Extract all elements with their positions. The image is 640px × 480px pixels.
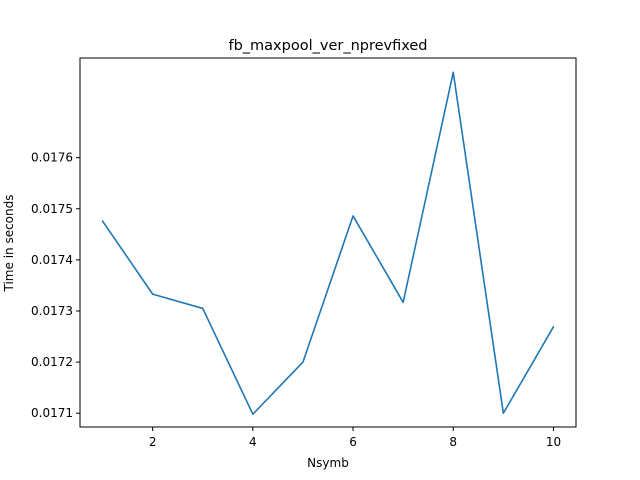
x-tick-label: 8 bbox=[449, 435, 457, 449]
y-tick-label: 0.0175 bbox=[31, 202, 73, 216]
y-tick-label: 0.0171 bbox=[31, 406, 73, 420]
y-tick-label: 0.0173 bbox=[31, 304, 73, 318]
y-axis: 0.0171 0.0172 0.0173 0.0174 0.0175 0.0176 bbox=[31, 151, 80, 420]
y-axis-label: Time in seconds bbox=[2, 195, 16, 293]
x-tick-label: 2 bbox=[149, 435, 157, 449]
x-tick-label: 4 bbox=[249, 435, 257, 449]
plot-area: 2 4 6 8 10 0.01710.01720.01730.01740.01750.0… bbox=[31, 57, 577, 449]
x-axis: 2 4 6 8 10 bbox=[149, 427, 561, 449]
x-axis-label: Nsymb bbox=[307, 456, 349, 470]
x-tick-label: 10 bbox=[546, 435, 561, 449]
chart-title: fb_maxpool_ver_nprevfixed bbox=[228, 38, 427, 54]
y-tick-label: 0.0172 bbox=[31, 355, 73, 369]
y-tick-label: 0.0176 bbox=[31, 151, 73, 165]
y-tick-label: 0.0174 bbox=[31, 253, 73, 267]
series-layer bbox=[101, 71, 555, 416]
plot-frame bbox=[79, 57, 577, 428]
x-tick-label: 6 bbox=[349, 435, 357, 449]
series-line bbox=[101, 71, 555, 416]
